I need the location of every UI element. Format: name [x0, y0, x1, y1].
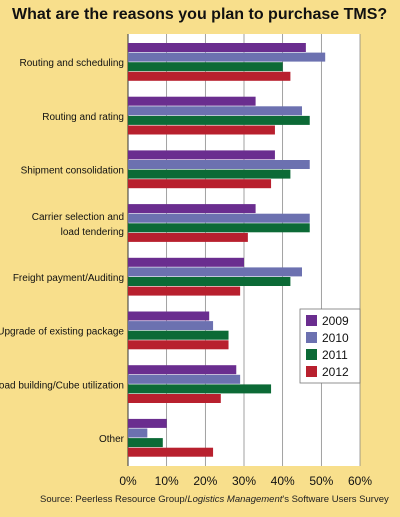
bar — [128, 115, 310, 125]
bars — [128, 43, 326, 457]
x-tick-label: 20% — [193, 474, 217, 488]
category-label: Load building/Cube utilization — [0, 380, 124, 391]
legend: 2009 2010 2011 2012 — [299, 308, 361, 384]
category-labels: Routing and scheduling Routing and rating… — [0, 58, 125, 445]
category-label: Carrier selection and — [32, 212, 124, 223]
legend-label: 2011 — [322, 348, 348, 362]
bar — [128, 257, 244, 267]
bar — [128, 125, 275, 135]
x-tick-label: 50% — [309, 474, 333, 488]
bar — [128, 267, 302, 277]
legend-swatch — [306, 366, 317, 377]
bar — [128, 150, 275, 160]
bar — [128, 438, 163, 448]
bar — [128, 365, 237, 375]
bar — [128, 394, 221, 403]
bar — [128, 52, 326, 62]
category-label: Routing and scheduling — [19, 58, 124, 69]
source-publication: Logistics Management — [187, 494, 283, 505]
bar — [128, 321, 214, 331]
bar — [128, 384, 272, 394]
bar — [128, 374, 241, 384]
x-tick-label: 40% — [271, 474, 295, 488]
bar — [128, 418, 167, 428]
chart-title: What are the reasons you plan to purchas… — [12, 6, 388, 23]
x-tick-label: 0% — [119, 474, 137, 488]
category-label: load tendering — [61, 227, 124, 238]
source-note: Source: Peerless Resource Group/Logistic… — [40, 494, 389, 505]
bar — [128, 213, 310, 223]
legend-swatch — [306, 315, 317, 326]
bar — [128, 428, 148, 438]
bar — [128, 96, 256, 106]
bar — [128, 223, 310, 233]
legend-label: 2012 — [322, 365, 349, 379]
bar — [128, 232, 248, 242]
category-label: Upgrade of existing package — [0, 327, 124, 338]
bar — [128, 447, 214, 457]
source-suffix: 's Software Users Survey — [282, 494, 389, 505]
bar — [128, 204, 256, 214]
category-label: Freight payment/Auditing — [13, 273, 124, 284]
bar — [128, 106, 302, 116]
legend-swatch — [306, 349, 317, 360]
x-tick-label: 60% — [348, 474, 372, 488]
bar — [128, 286, 241, 296]
bar — [128, 330, 229, 340]
category-label: Routing and rating — [42, 112, 124, 123]
bar — [128, 277, 291, 286]
category-label: Other — [99, 434, 125, 445]
bar — [128, 71, 291, 81]
bar — [128, 43, 306, 52]
legend-label: 2010 — [322, 331, 349, 345]
bar — [128, 311, 210, 321]
bar — [128, 160, 310, 169]
bar — [128, 169, 291, 179]
category-label: Shipment consolidation — [21, 166, 124, 177]
legend-swatch — [306, 332, 317, 343]
bar — [128, 62, 283, 72]
x-tick-label: 30% — [232, 474, 256, 488]
legend-label: 2009 — [322, 314, 349, 328]
x-tick-label: 10% — [155, 474, 179, 488]
bar — [128, 340, 229, 350]
bar — [128, 179, 272, 189]
source-prefix: Source: Peerless Resource Group/ — [40, 494, 188, 505]
x-tick-labels: 0% 10% 20% 30% 40% 50% 60% — [119, 474, 372, 488]
